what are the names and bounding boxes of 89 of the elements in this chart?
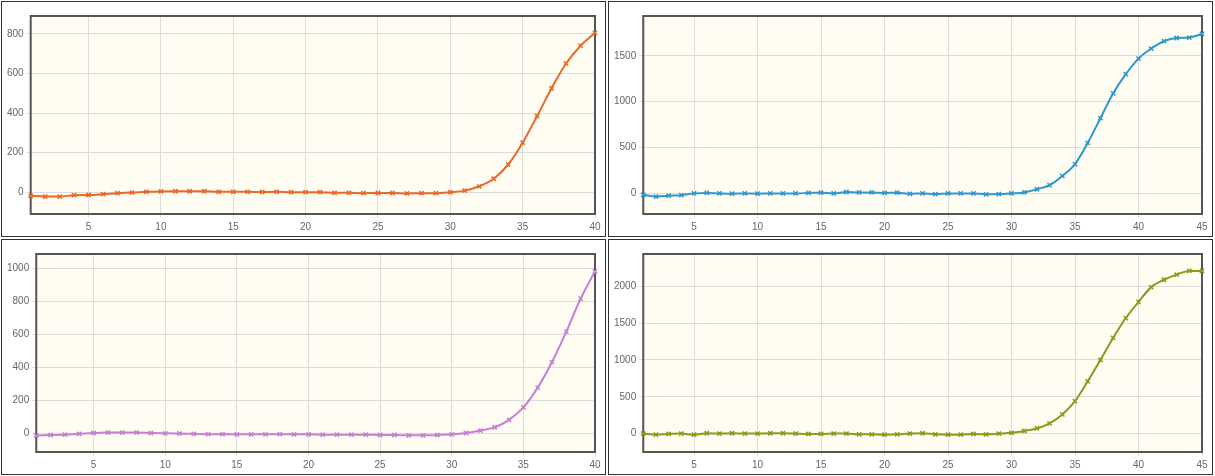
x-tick-label: 25 [374,458,387,470]
x-tick-label: 30 [1005,458,1018,470]
x-tick-label: 35 [1069,458,1082,470]
y-tick-label: 500 [619,390,637,402]
y-tick-label: 500 [619,141,637,153]
x-tick-label: 20 [300,220,312,232]
x-tick-label: 35 [517,458,530,470]
x-tick-label: 40 [1132,458,1145,470]
point [1072,161,1078,167]
x-tick-label: 20 [878,458,891,470]
y-tick-label: 0 [630,427,637,439]
point [970,190,977,197]
x-tick-label: 5 [691,220,698,232]
y-tick-label: 200 [12,393,30,405]
x-tick-label: 10 [751,220,764,232]
y-tick-label: 200 [7,146,25,158]
point [792,190,799,197]
x-tick-label: 30 [444,220,457,232]
point [276,431,283,438]
point [1084,378,1091,385]
point [186,188,193,195]
x-tick-label: 10 [159,458,172,470]
point [549,359,555,365]
x-tick-label: 40 [589,220,601,232]
x-tick-label: 35 [517,220,529,232]
point [133,429,140,436]
y-tick-label: 400 [12,360,30,372]
point [215,188,222,195]
y-tick-label: 800 [7,27,25,39]
point [463,430,469,436]
x-tick-label: 30 [446,458,458,470]
point [792,430,799,437]
y-tick-label: 1500 [614,316,637,328]
point [818,431,824,437]
x-tick-label: 35 [1069,220,1082,232]
point [843,430,850,437]
x-tick-label: 10 [751,458,764,470]
y-tick-label: 800 [12,294,30,306]
point [176,430,183,437]
point [754,430,761,437]
x-tick-label: 15 [231,458,243,470]
y-tick-label: 0 [630,187,637,199]
x-tick-label: 30 [1005,220,1018,232]
point [534,384,541,391]
y-tick-label: 1000 [7,261,30,273]
x-tick-label: 10 [155,220,167,232]
y-tick-label: 600 [7,67,25,79]
point [1110,335,1116,341]
y-tick-label: 400 [7,106,25,118]
point [490,175,497,182]
y-tick-label: 2000 [614,280,637,292]
x-tick-label: 45 [1196,220,1208,232]
x-tick-label: 5 [691,458,698,470]
x-tick-label: 20 [302,458,315,470]
point [1173,271,1180,278]
x-tick-label: 25 [942,220,955,232]
y-tick-label: 0 [23,426,30,438]
x-tick-label: 5 [85,220,92,232]
x-tick-label: 25 [942,458,955,470]
y-tick-label: 1000 [614,353,637,365]
point [190,430,197,437]
x-tick-label: 15 [227,220,240,232]
point [476,183,483,190]
x-tick-label: 5 [90,458,97,470]
y-tick-label: 1000 [614,95,637,107]
point [703,430,710,437]
point [932,431,939,438]
point [665,192,672,199]
point [1122,71,1129,78]
x-tick-label: 15 [815,220,828,232]
x-tick-label: 25 [372,220,384,232]
point [205,431,212,438]
y-tick-label: 600 [12,327,30,339]
x-tick-label: 45 [1196,458,1208,470]
point [230,188,237,195]
point [919,190,926,197]
x-tick-label: 40 [589,458,601,470]
point [767,430,774,437]
point [716,430,723,437]
x-tick-label: 15 [815,458,828,470]
y-tick-label: 1500 [614,49,637,61]
x-tick-label: 40 [1132,220,1145,232]
y-tick-label: 0 [18,185,25,197]
point [56,193,63,200]
point [957,431,964,438]
point [448,431,455,438]
point [432,190,439,197]
point [375,190,381,196]
x-tick-label: 20 [878,220,891,232]
